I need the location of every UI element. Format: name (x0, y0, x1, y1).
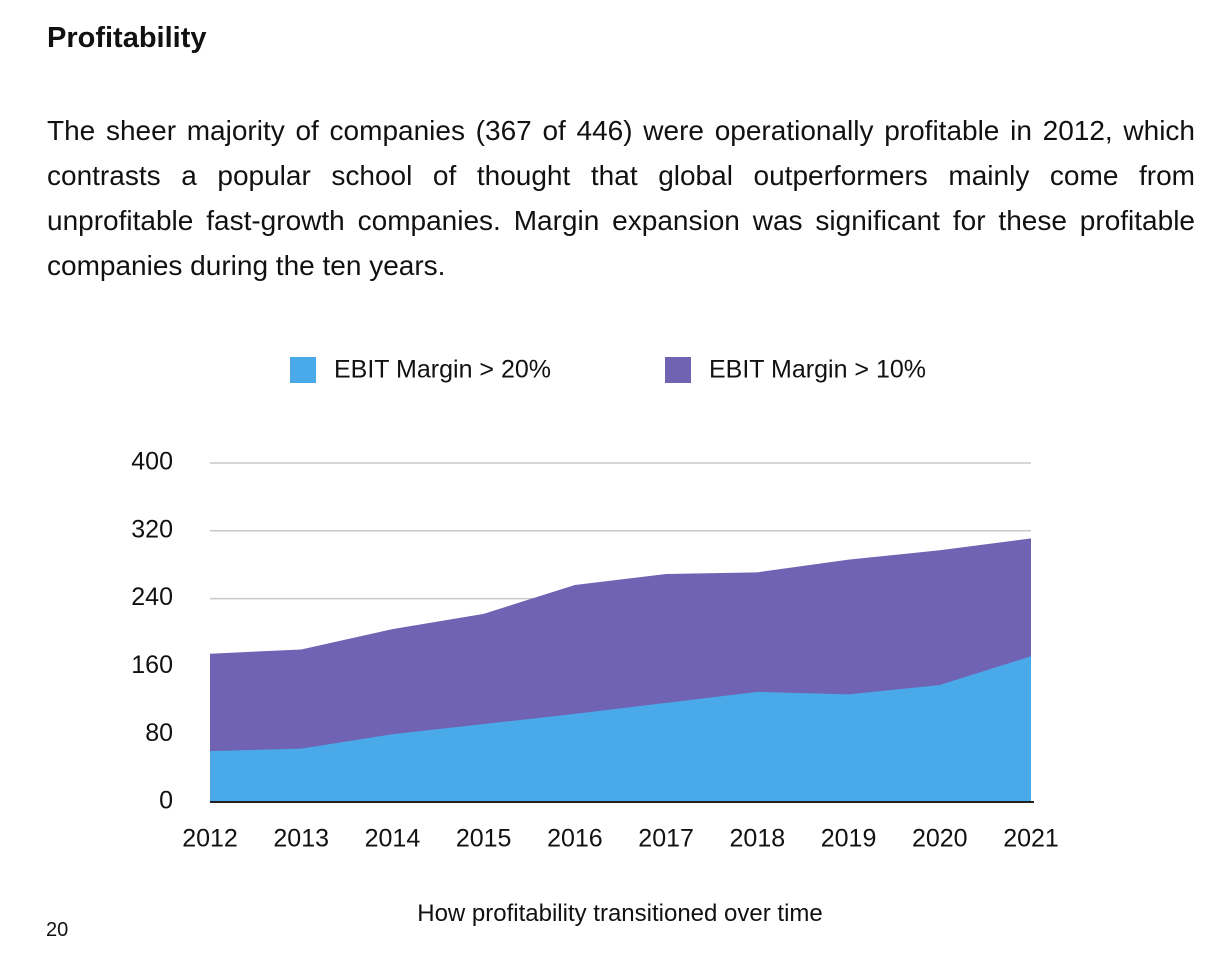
y-tick-label: 80 (145, 719, 173, 747)
legend-swatch (665, 357, 691, 383)
x-tick-label: 2017 (638, 825, 694, 853)
paragraph: The sheer majority of companies (367 of … (47, 115, 1195, 281)
y-tick-label: 160 (131, 651, 173, 679)
y-tick-label: 320 (131, 515, 173, 543)
x-tick-label: 2015 (456, 825, 512, 853)
x-tick-label: 2019 (821, 825, 877, 853)
area (210, 656, 1031, 802)
x-tick-label: 2018 (730, 825, 786, 853)
page-number: 20 (46, 919, 69, 941)
x-tick-label: 2016 (547, 825, 603, 853)
x-tick-label: 2013 (273, 825, 329, 853)
legend-swatch (290, 357, 316, 383)
x-tick-label: 2021 (1003, 825, 1059, 853)
legend-label: EBIT Margin > 20% (334, 356, 551, 384)
x-tick-label: 2020 (912, 825, 968, 853)
y-tick-label: 0 (159, 787, 173, 815)
heading: Profitability (47, 22, 207, 54)
y-tick-label: 240 (131, 583, 173, 611)
legend-label: EBIT Margin > 10% (709, 356, 926, 384)
caption: How profitability transitioned over time (417, 900, 823, 927)
x-tick-label: 2014 (365, 825, 421, 853)
x-tick-label: 2012 (182, 825, 238, 853)
y-tick-label: 400 (131, 448, 173, 476)
